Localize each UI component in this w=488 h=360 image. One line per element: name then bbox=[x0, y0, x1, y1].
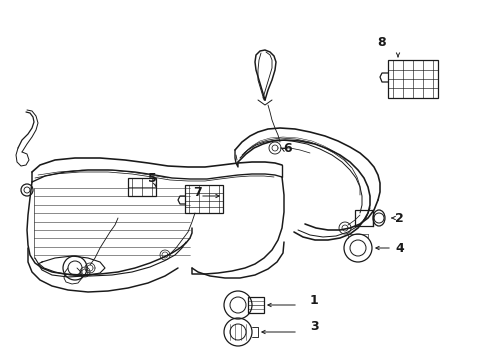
Bar bbox=[184, 185, 223, 213]
Bar bbox=[247, 297, 264, 313]
Text: 8: 8 bbox=[376, 36, 385, 49]
Text: 1: 1 bbox=[309, 293, 318, 306]
Text: 5: 5 bbox=[148, 171, 157, 184]
Text: 4: 4 bbox=[394, 242, 403, 255]
Text: 3: 3 bbox=[309, 320, 318, 333]
Bar bbox=[387, 60, 437, 98]
Text: 2: 2 bbox=[394, 211, 403, 225]
Bar bbox=[354, 210, 372, 226]
Text: 7: 7 bbox=[193, 185, 202, 198]
Text: 6: 6 bbox=[283, 141, 291, 154]
Bar bbox=[128, 178, 156, 196]
